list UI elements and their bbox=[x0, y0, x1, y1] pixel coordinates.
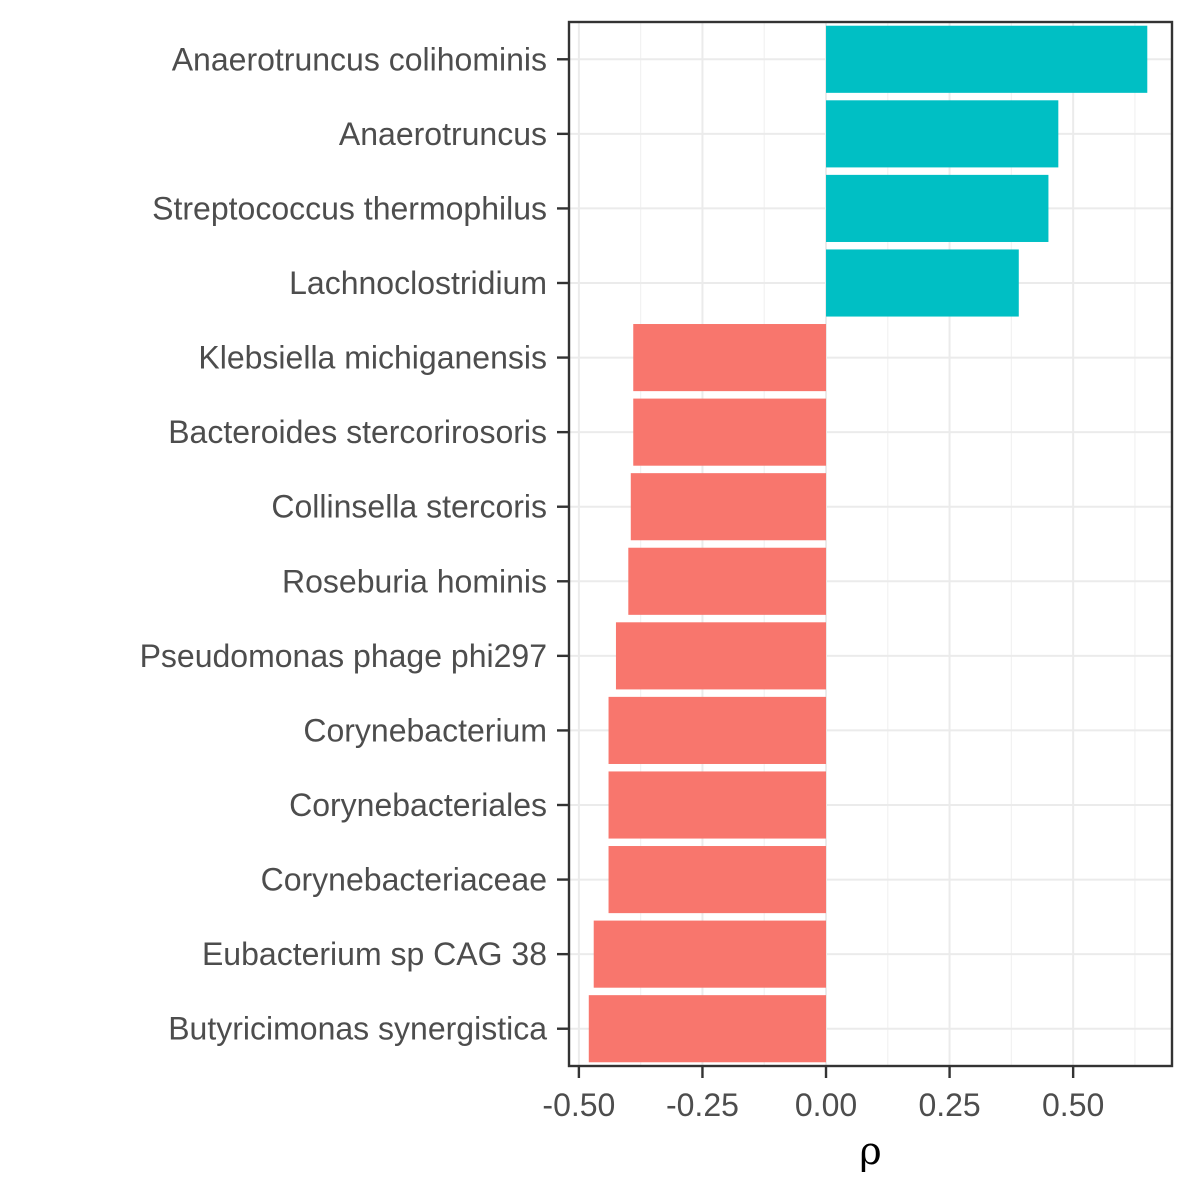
y-tick-label: Pseudomonas phage phi297 bbox=[140, 638, 547, 674]
y-tick-label: Collinsella stercoris bbox=[271, 489, 547, 525]
bar bbox=[633, 398, 827, 466]
y-tick-label: Klebsiella michiganensis bbox=[198, 340, 547, 376]
y-tick-label: Lachnoclostridium bbox=[289, 265, 547, 301]
bar bbox=[826, 174, 1049, 242]
x-axis: -0.50 -0.25 0.00 0.25 0.50 bbox=[542, 1066, 1104, 1123]
bar bbox=[588, 995, 827, 1063]
x-axis-title: ρ bbox=[859, 1129, 881, 1173]
bar bbox=[630, 473, 827, 541]
y-tick-label: Streptococcus thermophilus bbox=[152, 190, 547, 226]
x-tick-label: 0.50 bbox=[1042, 1087, 1104, 1123]
bar bbox=[826, 25, 1148, 93]
y-tick-label: Corynebacteriales bbox=[289, 787, 547, 823]
bar bbox=[633, 324, 827, 392]
bar bbox=[628, 547, 827, 615]
y-tick-label: Butyricimonas synergistica bbox=[168, 1011, 547, 1047]
bar bbox=[608, 771, 827, 839]
y-tick-label: Corynebacteriaceae bbox=[261, 862, 547, 898]
y-tick-label: Eubacterium sp CAG 38 bbox=[202, 936, 547, 972]
y-tick-label: Roseburia hominis bbox=[282, 563, 547, 599]
bar bbox=[615, 622, 827, 690]
y-tick-label: Bacteroides stercorirosoris bbox=[168, 414, 547, 450]
bar bbox=[826, 249, 1019, 317]
y-axis: Anaerotruncus colihominis Anaerotruncus St… bbox=[140, 41, 569, 1047]
x-tick-label: 0.25 bbox=[918, 1087, 980, 1123]
y-tick-label: Anaerotruncus colihominis bbox=[172, 41, 547, 77]
bars bbox=[588, 25, 1148, 1063]
y-tick-label: Anaerotruncus bbox=[339, 116, 547, 152]
x-tick-label: -0.25 bbox=[666, 1087, 739, 1123]
bar bbox=[826, 100, 1059, 168]
x-tick-label: -0.50 bbox=[542, 1087, 615, 1123]
y-tick-label: Corynebacterium bbox=[303, 712, 547, 748]
bar bbox=[608, 846, 827, 914]
bar bbox=[593, 920, 827, 988]
x-tick-label: 0.00 bbox=[795, 1087, 857, 1123]
bar bbox=[608, 696, 827, 764]
plot-panel-border bbox=[567, 20, 1174, 1068]
